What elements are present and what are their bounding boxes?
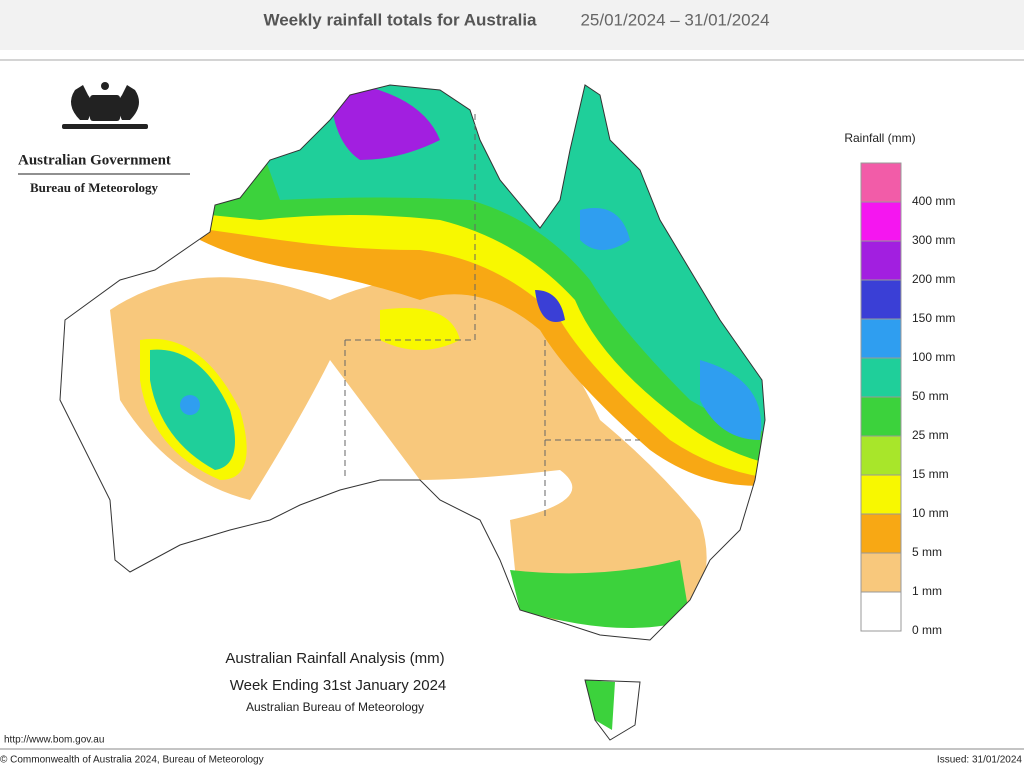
legend-label: 100 mm [912,350,955,364]
legend-swatch [860,240,902,281]
state-borders [344,110,640,520]
legend-swatch [860,474,902,515]
footer-url: http://www.bom.gov.au [4,735,104,746]
caption-line2: Week Ending 31st January 2024 [230,677,447,694]
legend-label: 10 mm [912,506,949,520]
logo-line2: Bureau of Meteorology [30,180,159,195]
legend-label: 25 mm [912,428,949,442]
legend-swatch [860,357,902,398]
legend-label: 300 mm [912,233,955,247]
crest [62,82,148,129]
legend-label: 200 mm [912,272,955,286]
header-title: Weekly rainfall totals for Australia [263,10,537,29]
legend-title: Rainfall (mm) [844,131,915,145]
legend-label: 1 mm [912,584,942,598]
legend-label: 50 mm [912,389,949,403]
legend-label: 0 mm [912,623,942,637]
legend: 400 mm 300 mm 200 mm 150 mm 100 mm 50 mm 25 mm… [860,162,955,637]
legend-swatch [860,396,902,437]
header-dates: 25/01/2024 – 31/01/2024 [580,10,769,29]
header-bar [0,0,1024,50]
caption-line1: Australian Rainfall Analysis (mm) [225,650,444,667]
legend-label: 15 mm [912,467,949,481]
legend-label: 150 mm [912,311,955,325]
legend-swatch [860,552,902,593]
caption-line3: Australian Bureau of Meteorology [246,700,424,714]
legend-swatch [860,318,902,359]
legend-swatch [860,279,902,320]
legend-swatch [860,591,902,632]
legend-swatch [860,162,902,203]
legend-swatch [860,513,902,554]
legend-swatch [860,435,902,476]
legend-label: 5 mm [912,545,942,559]
footer-copyright: © Commonwealth of Australia 2024, Bureau… [0,755,264,766]
logo-line1: Australian Government [18,152,171,168]
footer-issued: Issued: 31/01/2024 [937,755,1023,766]
legend-swatch [860,201,902,242]
legend-label: 400 mm [912,194,955,208]
